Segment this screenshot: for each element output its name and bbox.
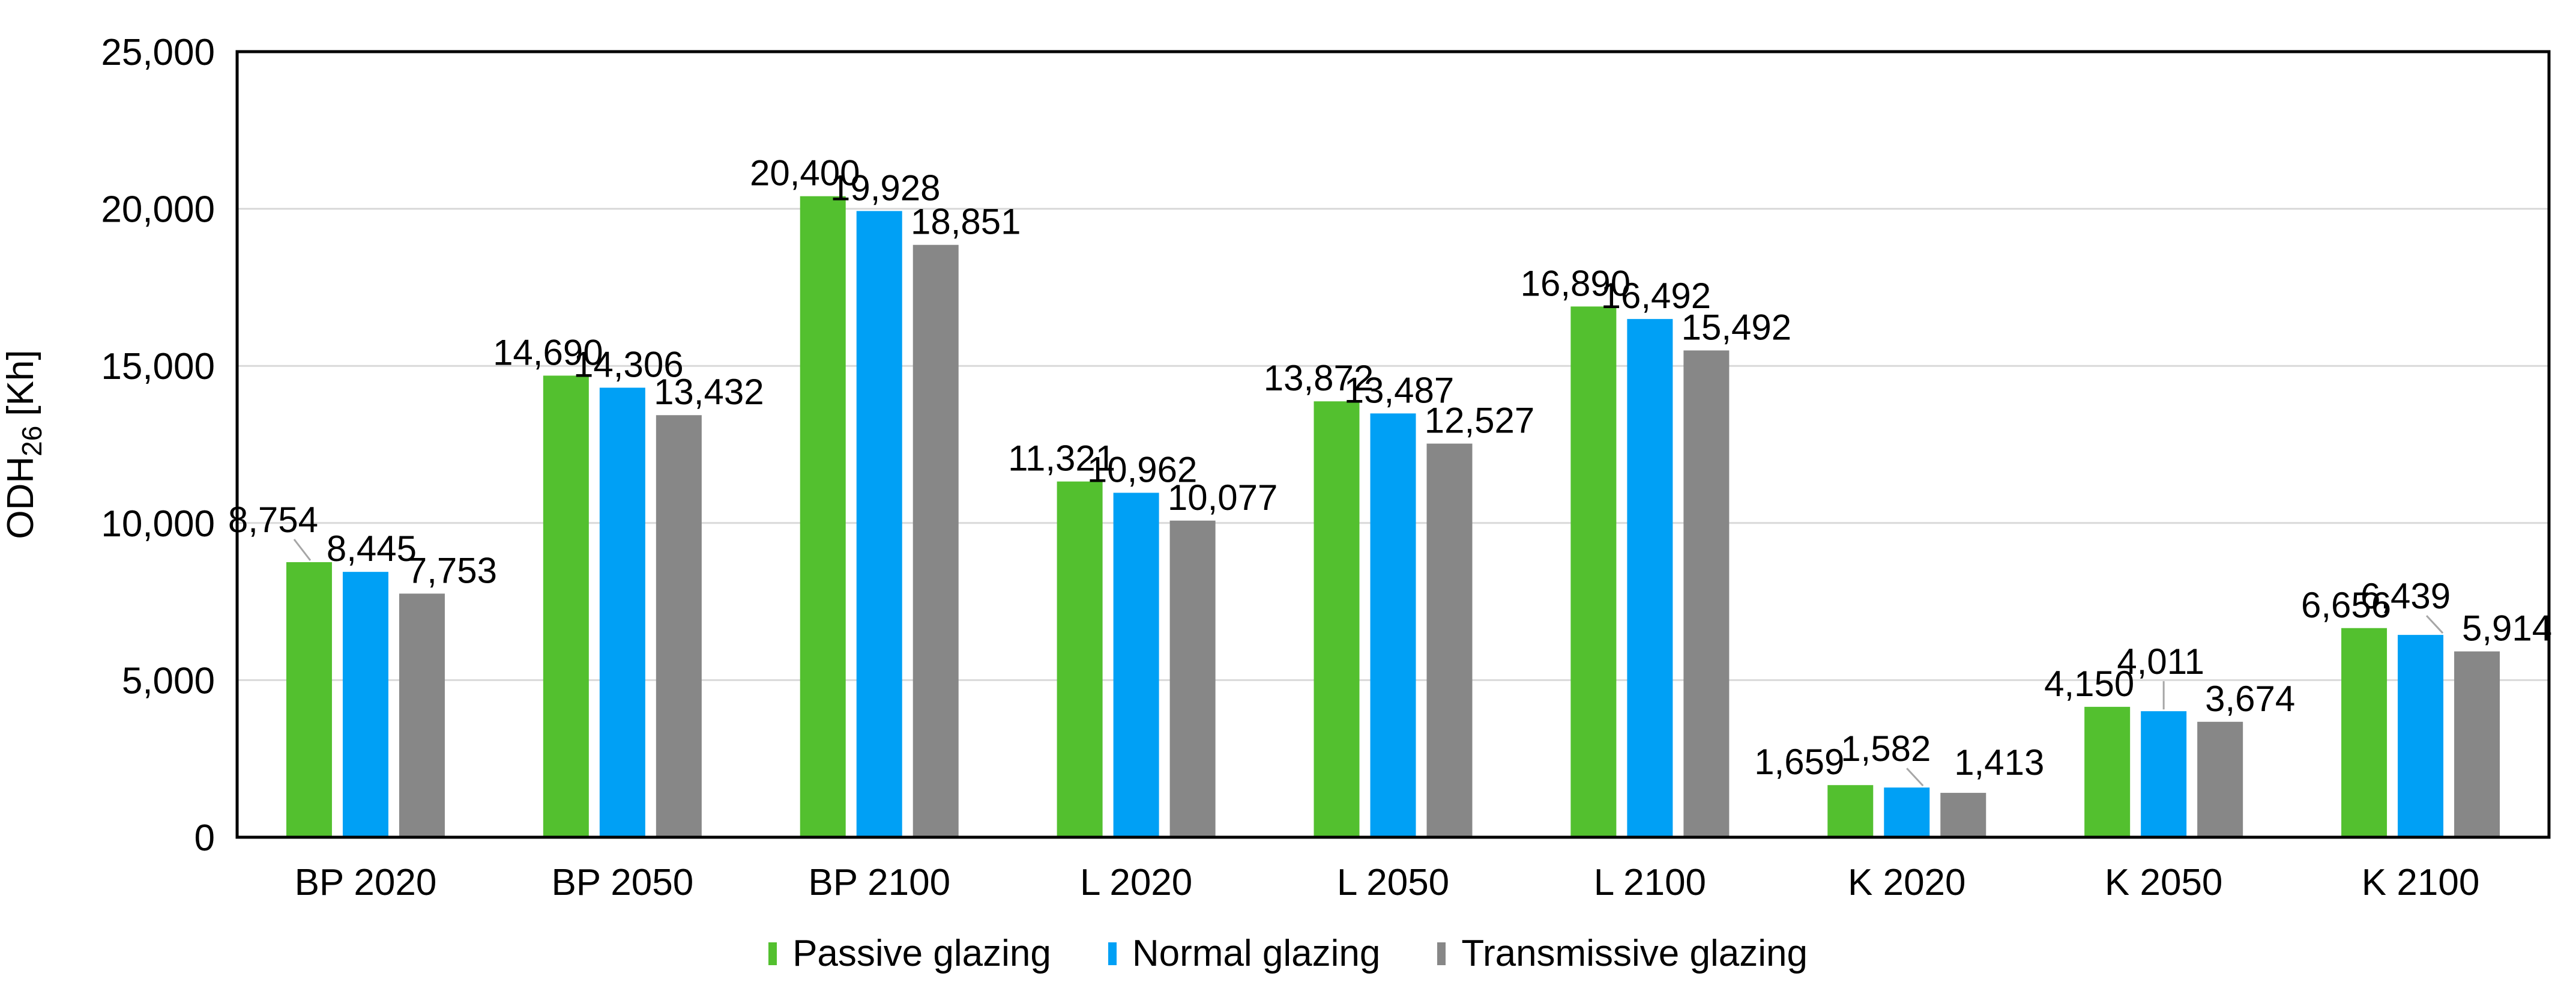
- bar-label-s2-c3: 10,077: [1168, 477, 1278, 518]
- bar-s0-c2: [800, 196, 846, 836]
- bar-s1-c5: [1627, 319, 1673, 836]
- legend-label-passive-glazing: Passive glazing: [792, 933, 1051, 974]
- x-category-label: K 2100: [2362, 862, 2480, 903]
- x-category-label: L 2050: [1337, 862, 1449, 903]
- bar-label-s2-c2: 18,851: [911, 202, 1021, 242]
- bar-s0-c7: [2084, 706, 2131, 836]
- bar-label-s2-c1: 13,432: [654, 372, 764, 412]
- x-category-label: BP 2100: [808, 862, 950, 903]
- bar-label-s1-c1: 14,306: [573, 345, 684, 385]
- bar-label-s1-c3: 10,962: [1087, 449, 1198, 489]
- bar-s2-c3: [1169, 520, 1216, 836]
- bar-label-s2-c0: 7,753: [407, 550, 497, 590]
- bar-s1-c8: [2398, 635, 2444, 836]
- label-leader-line: [2425, 615, 2444, 634]
- legend-swatch-passive-glazing: [768, 942, 777, 965]
- y-tick-label: 5,000: [122, 660, 215, 702]
- x-category-label: K 2050: [2105, 862, 2223, 903]
- label-leader-line: [1906, 768, 1924, 787]
- bar-s0-c4: [1314, 401, 1360, 836]
- bar-label-s1-c2: 19,928: [830, 168, 941, 208]
- legend-item-passive-glazing: Passive glazing: [768, 932, 1051, 975]
- y-tick-label: 15,000: [101, 346, 215, 387]
- bar-s2-c5: [1683, 350, 1730, 836]
- x-category-label: BP 2050: [551, 862, 693, 903]
- bar-s2-c7: [2197, 721, 2243, 836]
- bar-s1-c2: [856, 211, 902, 836]
- bar-s2-c2: [912, 244, 959, 836]
- bar-s0-c8: [2341, 628, 2387, 836]
- bar-s1-c4: [1370, 413, 1416, 836]
- bar-s1-c6: [1884, 787, 1930, 836]
- bar-s2-c8: [2454, 651, 2500, 836]
- legend-item-transmissive-glazing: Transmissive glazing: [1437, 932, 1808, 975]
- plot-border: [235, 50, 2551, 839]
- legend-label-normal-glazing: Normal glazing: [1132, 933, 1381, 974]
- bar-s1-c1: [599, 387, 645, 836]
- bar-label-s1-c0: 8,445: [327, 529, 417, 569]
- bar-s0-c5: [1570, 306, 1617, 836]
- bar-label-s2-c7: 3,674: [2205, 679, 2295, 719]
- bar-s1-c0: [342, 572, 388, 836]
- bar-label-s0-c3: 11,321: [1008, 438, 1115, 479]
- bar-s0-c6: [1827, 785, 1874, 836]
- legend-label-transmissive-glazing: Transmissive glazing: [1461, 933, 1808, 974]
- bar-label-s2-c4: 12,527: [1425, 401, 1535, 441]
- bar-label-s0-c2: 20,400: [750, 153, 860, 193]
- y-tick-label: 10,000: [101, 503, 215, 545]
- bar-label-s1-c8: 6,439: [2360, 576, 2451, 616]
- bar-label-s0-c6: 1,659: [1754, 742, 1844, 782]
- bar-label-s1-c4: 13,487: [1344, 370, 1455, 410]
- y-tick-label: 0: [195, 817, 215, 859]
- y-axis-title: ODH26[Kh]: [0, 350, 47, 539]
- label-leader-line: [293, 539, 312, 561]
- bar-s0-c0: [286, 562, 332, 836]
- bar-label-s0-c8: 6,656: [2301, 585, 2391, 625]
- bar-s1-c3: [1113, 492, 1159, 836]
- legend-item-normal-glazing: Normal glazing: [1108, 932, 1381, 975]
- y-tick-label: 20,000: [101, 189, 215, 231]
- bar-s2-c1: [656, 415, 702, 836]
- bar-s2-c4: [1426, 443, 1473, 836]
- x-category-label: BP 2020: [295, 862, 437, 903]
- bar-label-s0-c4: 13,872: [1264, 358, 1374, 398]
- bar-label-s1-c6: 1,582: [1841, 729, 1931, 769]
- bar-label-s0-c0: 8,754: [228, 500, 318, 540]
- bar-s1-c7: [2141, 711, 2187, 836]
- legend: Passive glazing Normal glazing Transmiss…: [0, 932, 2576, 975]
- bar-label-s2-c6: 1,413: [1954, 742, 2044, 783]
- x-category-label: K 2020: [1848, 862, 1966, 903]
- bar-s0-c1: [543, 375, 589, 836]
- bar-s2-c6: [1940, 793, 1986, 836]
- bar-label-s2-c8: 5,914: [2462, 608, 2552, 649]
- bar-label-s0-c5: 16,890: [1521, 263, 1631, 303]
- bar-label-s2-c5: 15,492: [1682, 307, 1792, 347]
- bar-s0-c3: [1057, 481, 1103, 836]
- bar-label-s1-c5: 16,492: [1601, 276, 1712, 316]
- legend-swatch-transmissive-glazing: [1437, 942, 1446, 965]
- bar-s2-c0: [399, 593, 445, 836]
- bar-label-s1-c7: 4,011: [2117, 641, 2204, 682]
- bar-label-s0-c1: 14,690: [493, 332, 603, 372]
- legend-swatch-normal-glazing: [1108, 942, 1117, 965]
- bar-label-s0-c7: 4,150: [2044, 664, 2134, 704]
- x-category-label: L 2100: [1594, 862, 1706, 903]
- y-tick-label: 25,000: [101, 32, 215, 73]
- x-category-label: L 2020: [1080, 862, 1192, 903]
